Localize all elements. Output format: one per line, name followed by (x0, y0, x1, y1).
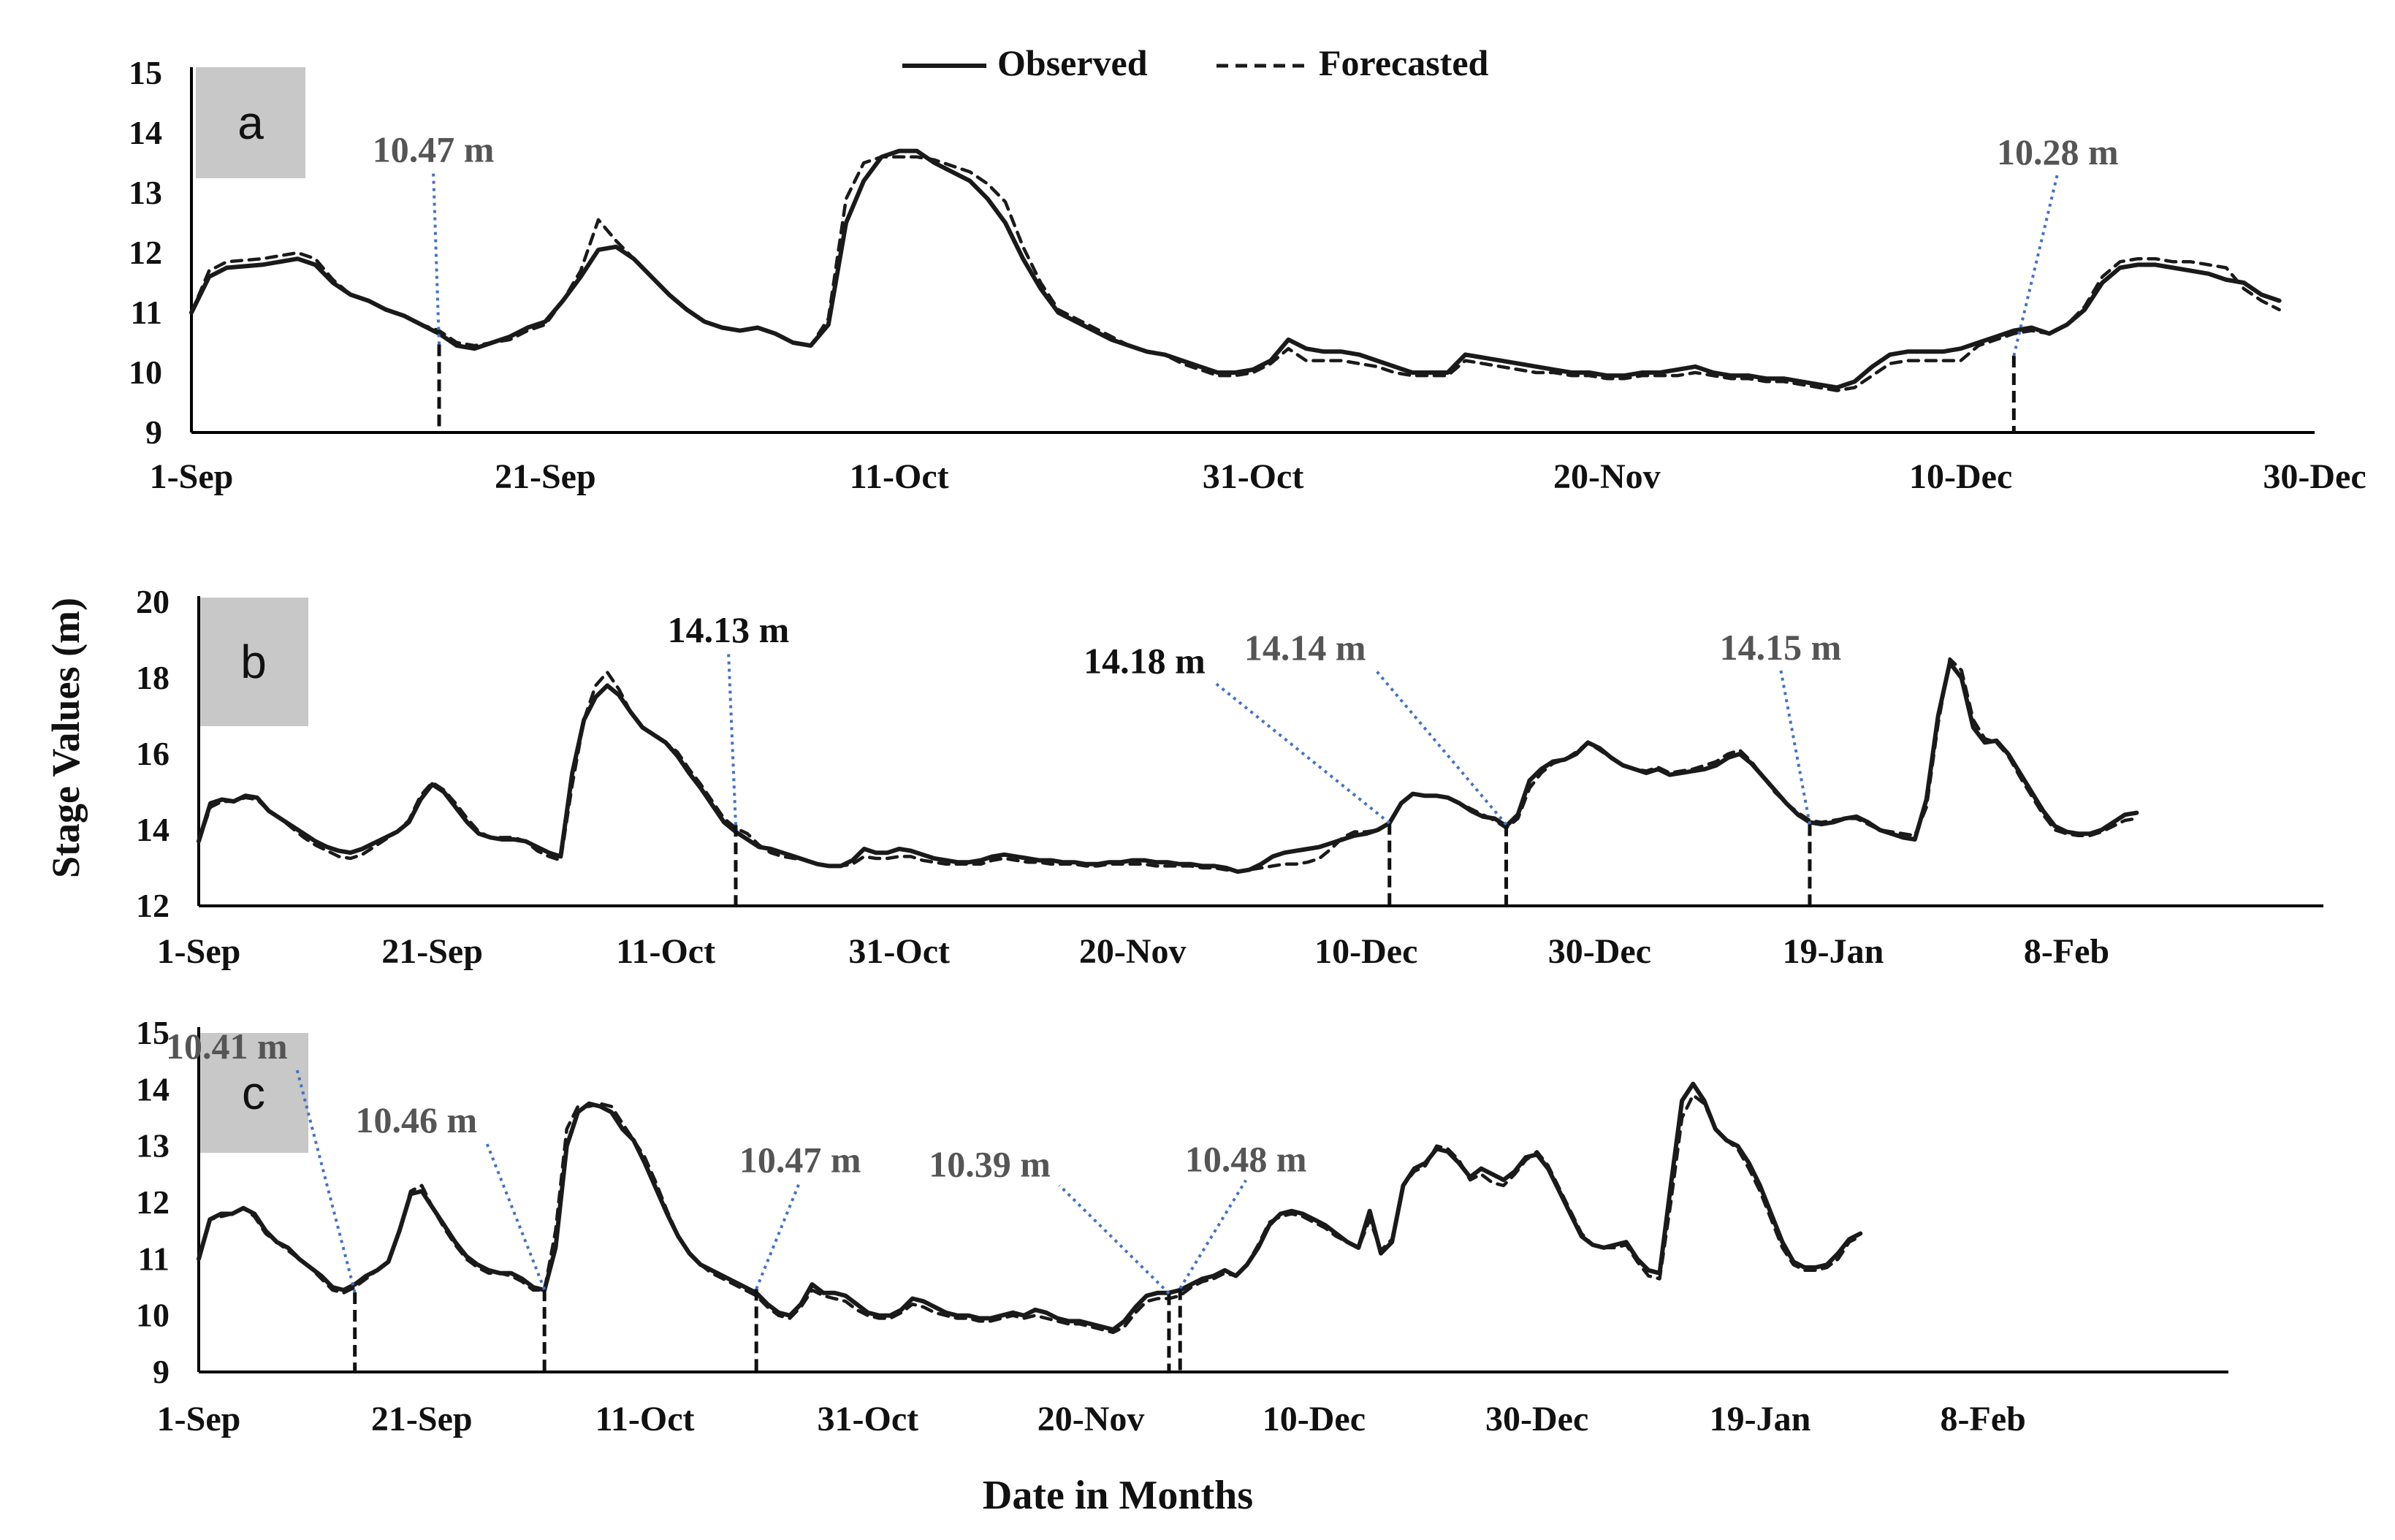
marker-label: 14.14 m (1244, 628, 1366, 668)
y-tick-label: 12 (136, 1183, 170, 1221)
x-tick-label: 21-Sep (371, 1400, 473, 1438)
x-tick-label: 11-Oct (616, 932, 715, 971)
legend-forecasted-label: Forecasted (1319, 42, 1489, 83)
y-tick-label: 14 (136, 1070, 170, 1108)
y-tick-label: 11 (131, 294, 162, 331)
y-tick-label: 10 (129, 354, 162, 391)
marker-label: 14.13 m (668, 609, 790, 650)
x-tick-label: 8-Feb (2024, 932, 2109, 971)
x-tick-label: 19-Jan (1783, 932, 1884, 971)
panel-tag-label: b (240, 636, 267, 688)
marker-leader-line (432, 170, 441, 345)
y-tick-label: 12 (129, 234, 162, 271)
x-tick-label: 10-Dec (1909, 457, 2012, 496)
x-tick-label: 11-Oct (850, 457, 949, 496)
panel-tag-box (199, 1033, 308, 1153)
x-tick-label: 20-Nov (1079, 932, 1187, 971)
marker-label: 10.47 m (739, 1139, 861, 1180)
x-tick-label: 10-Dec (1263, 1400, 1366, 1438)
marker-leader-line (2012, 172, 2060, 357)
x-tick-label: 1-Sep (157, 932, 241, 971)
x-tick-label: 19-Jan (1710, 1400, 1811, 1438)
y-tick-label: 13 (136, 1127, 170, 1164)
y-tick-label: 18 (136, 659, 170, 696)
panel-tag-box (196, 67, 305, 178)
series-forecasted-line (197, 1093, 1862, 1335)
marker-label: 14.15 m (1720, 627, 1842, 668)
x-tick-label: 21-Sep (495, 457, 596, 496)
x-axis-label: Date in Months (983, 1473, 1253, 1518)
x-tick-label: 31-Oct (1203, 457, 1304, 496)
y-tick-label: 13 (129, 174, 162, 211)
panel-tag-label: c (242, 1067, 265, 1119)
y-tick-label: 14 (136, 811, 170, 848)
marker-label: 10.46 m (356, 1099, 478, 1140)
series-forecasted-line (197, 657, 2139, 874)
x-tick-label: 21-Sep (381, 932, 483, 971)
x-tick-label: 1-Sep (157, 1400, 241, 1438)
marker-leader-line (726, 651, 737, 826)
legend-observed-label: Observed (997, 42, 1148, 83)
marker-label: 10.39 m (929, 1144, 1051, 1185)
x-tick-label: 20-Nov (1553, 457, 1661, 496)
y-tick-label: 11 (138, 1240, 170, 1277)
x-tick-label: 20-Nov (1037, 1400, 1145, 1438)
y-tick-label: 9 (153, 1353, 170, 1390)
panel-b: b 12 14 16 18 20 1-Sep 21-Sep 11-Oct 31-Oct 20-Nov… (136, 583, 2323, 971)
y-tick-label: 20 (136, 583, 170, 620)
y-tick-label: 15 (129, 54, 162, 91)
marker-leader-line (294, 1067, 357, 1293)
series-forecasted-line (189, 155, 2281, 392)
series-observed-line (197, 660, 2139, 874)
x-tick-label: 30-Dec (1548, 932, 1651, 971)
panel-c: c 9 10 11 12 13 14 15 1-Sep 21-Sep 11-Oct 31-Oct 20-… (136, 1014, 2228, 1438)
x-tick-label: 8-Feb (1941, 1400, 2026, 1438)
x-tick-label: 31-Oct (848, 932, 950, 971)
marker-label: 10.41 m (166, 1026, 288, 1067)
marker-leader-line (1058, 1184, 1170, 1295)
x-tick-label: 31-Oct (818, 1400, 919, 1438)
series-observed-line (197, 1081, 1863, 1332)
x-tick-label: 11-Oct (595, 1400, 695, 1438)
x-tick-label: 10-Dec (1314, 932, 1417, 971)
panel-tag-label: a (237, 96, 264, 149)
y-tick-label: 15 (136, 1014, 170, 1051)
y-tick-label: 10 (136, 1297, 170, 1334)
y-tick-label: 12 (136, 887, 170, 924)
panel-tag-box (199, 598, 308, 726)
x-tick-label: 30-Dec (1485, 1400, 1588, 1438)
marker-label: 10.48 m (1185, 1139, 1307, 1180)
legend: Observed Forecasted (902, 42, 1489, 83)
x-tick-label: 30-Dec (2263, 457, 2366, 496)
marker-leader-line (484, 1140, 547, 1290)
x-tick-label: 1-Sep (150, 457, 234, 496)
marker-label: 10.28 m (1997, 131, 2119, 172)
marker-leader-line (1779, 668, 1811, 825)
y-tick-label: 9 (145, 413, 162, 451)
panel-a: a 9 10 11 12 13 14 15 1-Sep 21-Sep 11-Oct 31-Oct 20-… (129, 54, 2367, 496)
y-tick-label: 14 (129, 114, 162, 151)
marker-leader-line (755, 1180, 802, 1290)
y-axis-label: Stage Values (m) (44, 598, 88, 878)
marker-leader-line (1213, 681, 1391, 825)
marker-label: 10.47 m (373, 129, 495, 169)
y-tick-label: 16 (136, 735, 170, 772)
marker-leader-line (1179, 1179, 1247, 1289)
series-observed-line (189, 148, 2282, 390)
marker-leader-line (1374, 668, 1508, 826)
marker-label: 14.18 m (1084, 641, 1206, 682)
